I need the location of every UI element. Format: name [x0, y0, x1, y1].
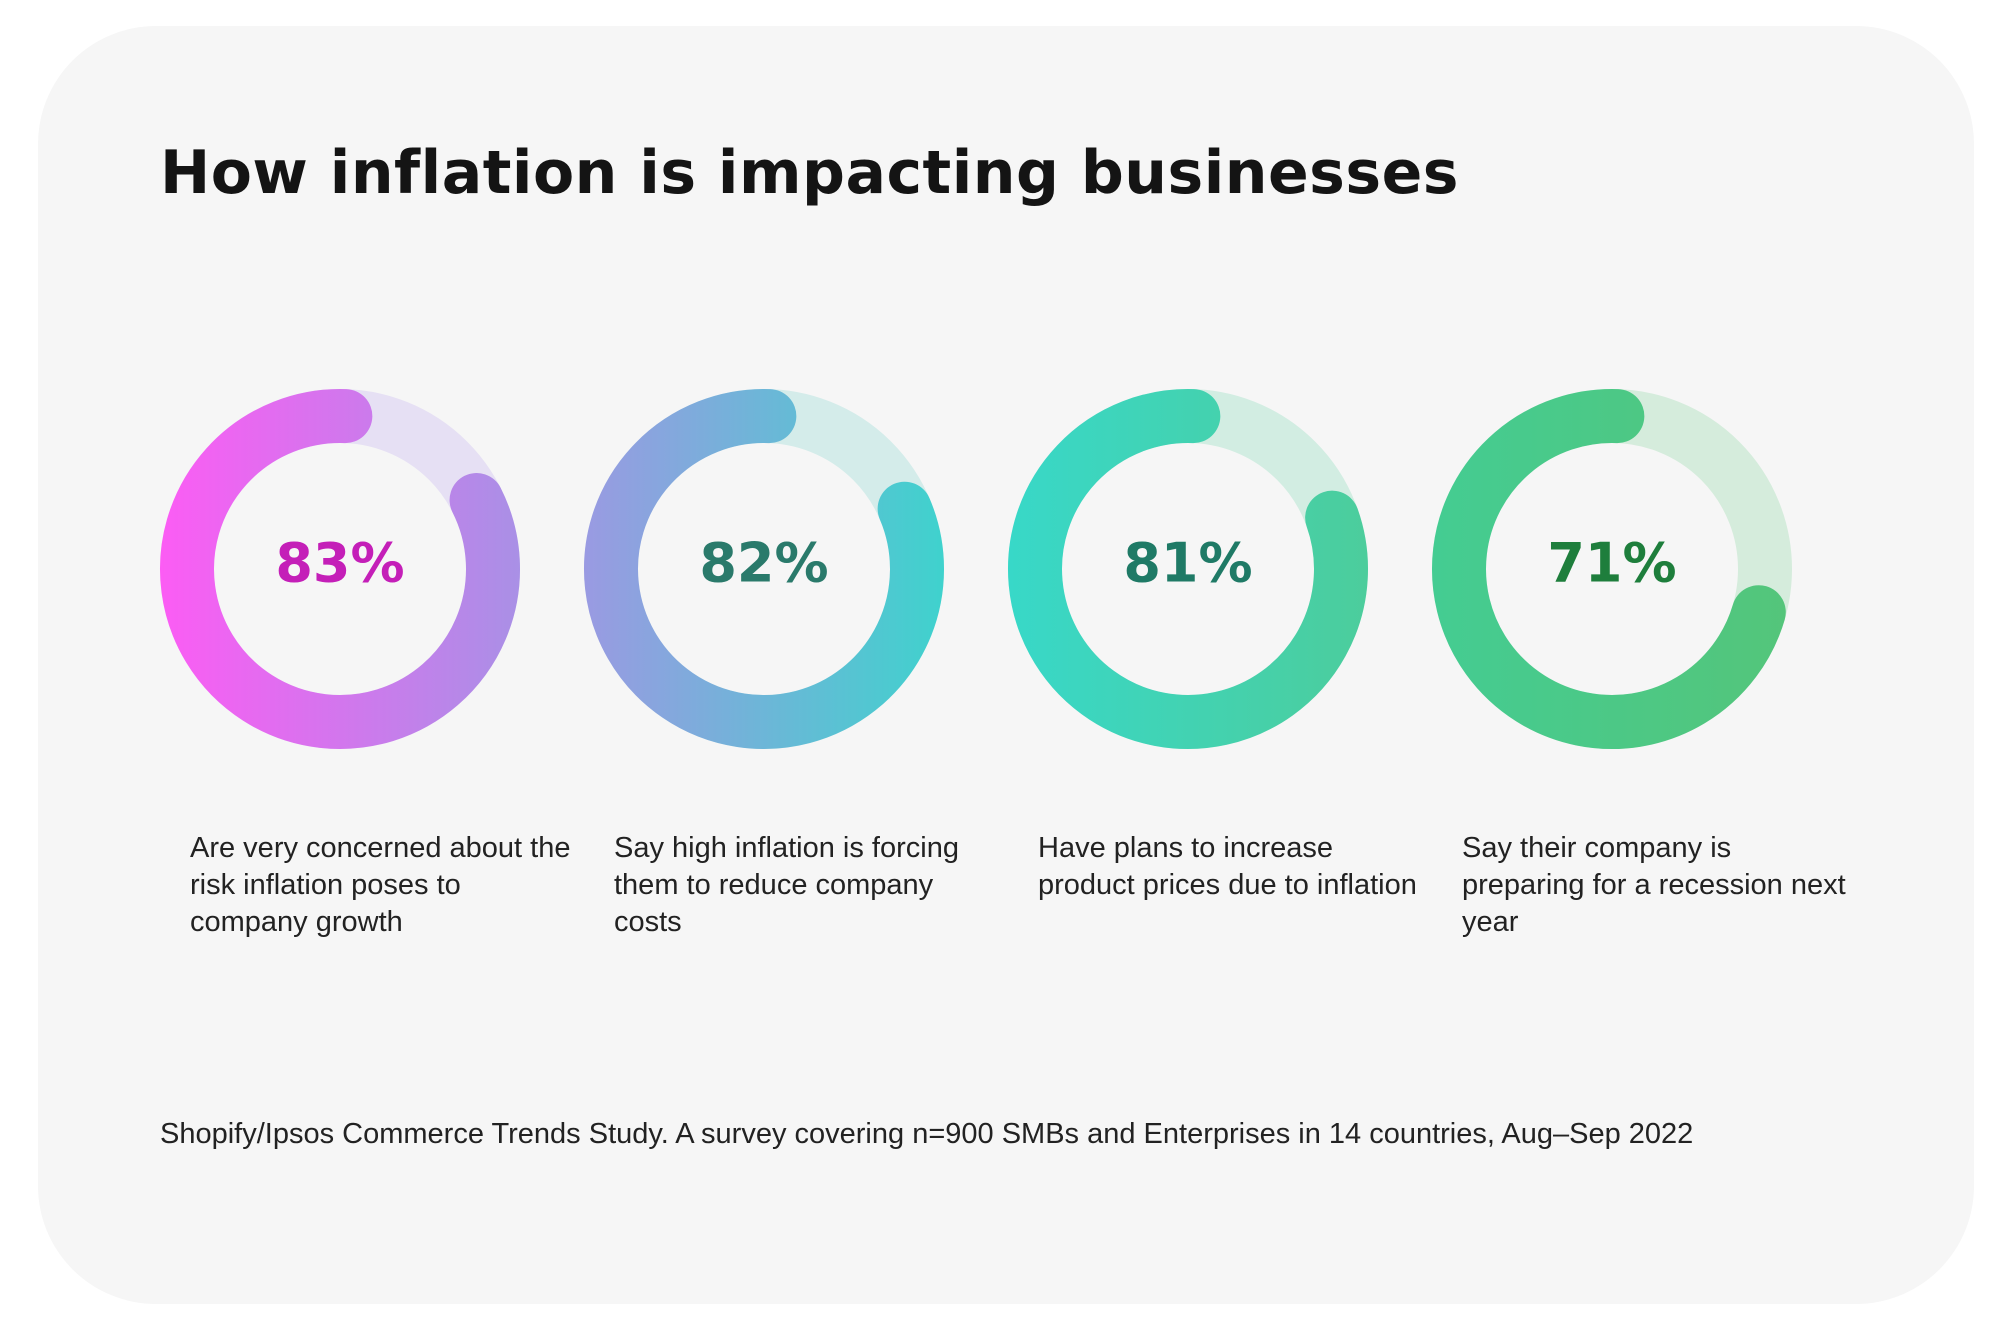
page-title: How inflation is impacting businesses	[160, 138, 1460, 208]
donut-value-label-2: 82%	[699, 532, 828, 595]
source-note: Shopify/Ipsos Commerce Trends Study. A s…	[160, 1118, 1694, 1150]
donut-arc-2	[584, 389, 944, 749]
description-1: Are very concerned about the risk inflat…	[190, 832, 571, 938]
donut-arc-1	[160, 389, 520, 749]
infographic-card	[38, 26, 1974, 1304]
donut-value-label-1: 83%	[275, 532, 404, 595]
donut-arc-3	[1008, 389, 1368, 749]
description-4: Say their company is preparing for a rec…	[1462, 832, 1846, 938]
donut-value-label-3: 81%	[1123, 532, 1252, 595]
description-2: Say high inflation is forcing them to re…	[614, 832, 959, 938]
donut-value-label-4: 71%	[1547, 532, 1676, 595]
description-3: Have plans to increase product prices du…	[1038, 832, 1417, 901]
donut-arc-4	[1432, 389, 1786, 749]
